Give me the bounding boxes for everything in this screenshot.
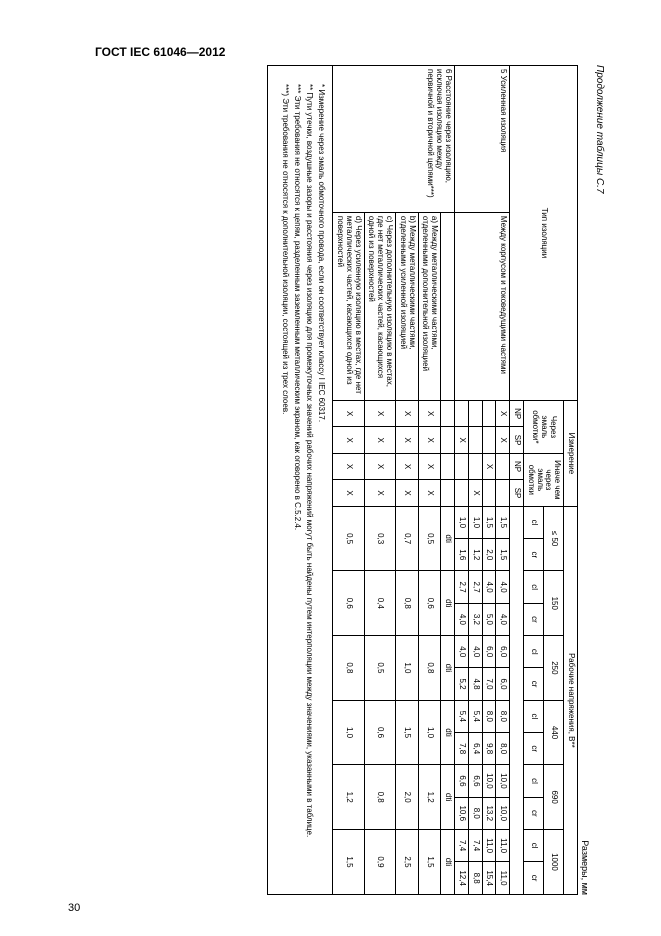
- h-sp: SP: [510, 480, 524, 507]
- standard-code: ГОСТ IEC 61046—2012: [95, 45, 606, 59]
- h-cr: cr: [524, 539, 544, 571]
- h-type: Тип изоляции: [510, 66, 578, 401]
- h-v690: 690: [544, 765, 564, 830]
- h-measurement: Измерение: [564, 400, 578, 506]
- h-v150: 150: [544, 571, 564, 636]
- row5-label: 5 Усиленная изоляция: [455, 66, 510, 213]
- h-dti: dti: [441, 636, 455, 701]
- units-label: Размеры, мм: [580, 65, 590, 895]
- row6-label: 6 Расстояние через изоляцию, исключая из…: [333, 66, 455, 213]
- note-1: * Измерение через эмаль обмоточного пров…: [316, 74, 326, 886]
- row6-dti-head: 6 Расстояние через изоляцию, исключая из…: [441, 66, 455, 895]
- h-cl: cl: [524, 506, 544, 538]
- table-rotated-wrapper: Продолжение таблицы С.7 Размеры, мм Тип …: [95, 65, 605, 895]
- h-cr: cr: [524, 733, 544, 765]
- h-v250: 250: [544, 636, 564, 701]
- note-4: ***) Эти требования не относятся к допол…: [280, 74, 290, 886]
- h-voltage: Рабочие напряжения, В**: [564, 506, 578, 894]
- h-cr: cr: [524, 668, 544, 700]
- row5-a: 5 Усиленная изоляция Между корпусом и то…: [496, 66, 510, 895]
- h-cl: cl: [524, 765, 544, 797]
- h-dti: dti: [441, 506, 455, 571]
- row5-sub: Между корпусом и токоведущими частями: [455, 212, 510, 400]
- h-cl: cl: [524, 829, 544, 861]
- page-number: 30: [68, 902, 80, 914]
- h-sp: SP: [510, 427, 524, 453]
- h-dti: dti: [441, 700, 455, 765]
- h-v50: ≤ 50: [544, 506, 564, 571]
- h-cl: cl: [524, 700, 544, 732]
- blank: [441, 212, 455, 400]
- h-spacer: [510, 506, 524, 894]
- h-dti: dti: [441, 765, 455, 830]
- h-cr: cr: [524, 603, 544, 635]
- h-v1000: 1000: [544, 829, 564, 894]
- h-cr: cr: [524, 862, 544, 895]
- h-notthrough: Иначе чем через эмаль обмотки: [524, 453, 564, 506]
- h-dti: dti: [441, 571, 455, 636]
- h-np: NP: [510, 400, 524, 426]
- h-cl: cl: [524, 571, 544, 603]
- h-cl: cl: [524, 636, 544, 668]
- note-3: *** Эти требования не относятся к цепям,…: [292, 74, 302, 886]
- h-np: NP: [510, 453, 524, 479]
- table-caption: Продолжение таблицы С.7: [594, 65, 605, 895]
- h-dti: dti: [441, 829, 455, 894]
- h-v440: 440: [544, 700, 564, 765]
- note-2: ** Пути утечки, воздушные зазоры и расст…: [304, 74, 314, 886]
- data-table: Тип изоляции Измерение Рабочие напряжени…: [332, 65, 578, 895]
- h-cr: cr: [524, 797, 544, 829]
- h-through: Через эмаль обмотки*: [524, 400, 564, 453]
- table-footnotes: * Измерение через эмаль обмоточного пров…: [267, 65, 332, 895]
